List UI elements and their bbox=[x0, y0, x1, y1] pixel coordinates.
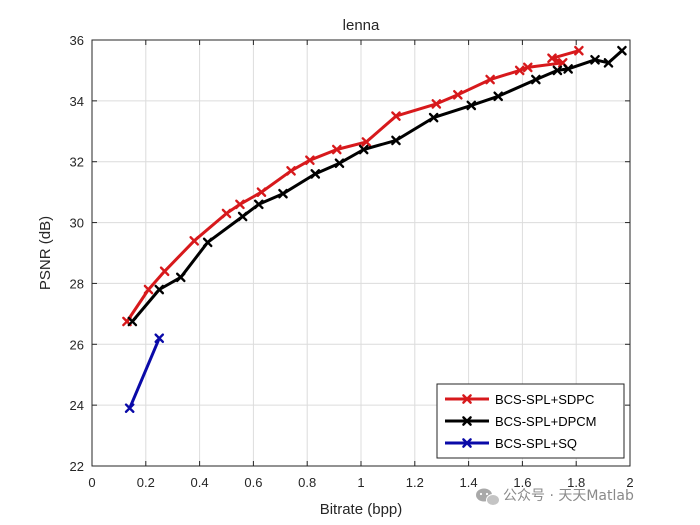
axis-ticks bbox=[91, 39, 631, 467]
x-tick-label: 1.8 bbox=[567, 475, 585, 490]
legend-label: BCS-SPL+SQ bbox=[495, 436, 577, 451]
data-point bbox=[154, 284, 165, 295]
data-point bbox=[221, 208, 232, 219]
legend-marker bbox=[462, 416, 472, 426]
x-tick-label: 1.4 bbox=[460, 475, 478, 490]
data-point bbox=[256, 187, 267, 197]
x-tick-label: 2 bbox=[626, 475, 633, 490]
x-tick-label: 1.2 bbox=[406, 475, 424, 490]
series-bcs-spl-sdpc bbox=[122, 45, 584, 327]
data-point bbox=[563, 64, 573, 74]
data-point bbox=[522, 62, 533, 73]
chart-title: lenna bbox=[343, 17, 380, 34]
x-tick-label: 1.6 bbox=[513, 475, 531, 490]
data-point bbox=[334, 158, 345, 169]
x-tick-label: 0.8 bbox=[298, 475, 316, 490]
legend-marker bbox=[462, 394, 472, 404]
x-tick-label: 0.6 bbox=[244, 475, 262, 490]
data-point bbox=[159, 266, 170, 277]
data-point bbox=[617, 45, 627, 56]
series-bcs-spl-dpcm bbox=[127, 45, 627, 327]
data-point bbox=[189, 236, 200, 246]
data-point bbox=[493, 91, 503, 102]
series-line bbox=[128, 337, 161, 409]
legend-marker bbox=[462, 438, 472, 448]
data-point bbox=[428, 112, 439, 123]
data-point bbox=[278, 188, 288, 199]
data-point bbox=[358, 144, 369, 155]
data-point bbox=[531, 74, 541, 85]
data-point bbox=[514, 65, 525, 76]
data-point bbox=[431, 99, 442, 109]
legend-item: BCS-SPL+DPCM bbox=[445, 414, 597, 429]
series-layer bbox=[122, 45, 627, 413]
wechat-icon bbox=[476, 488, 500, 506]
data-point bbox=[590, 54, 600, 65]
data-point bbox=[124, 403, 135, 413]
data-point bbox=[202, 237, 213, 248]
data-point bbox=[453, 89, 463, 100]
data-point bbox=[235, 199, 245, 210]
legend-item: BCS-SPL+SDPC bbox=[445, 392, 594, 407]
legend-label: BCS-SPL+SDPC bbox=[495, 392, 594, 407]
series-bcs-spl-sq bbox=[124, 333, 165, 413]
data-point bbox=[286, 166, 296, 176]
legend-label: BCS-SPL+DPCM bbox=[495, 414, 597, 429]
data-point bbox=[391, 135, 401, 146]
data-point bbox=[574, 45, 584, 56]
x-axis-label: Bitrate (bpp) bbox=[320, 501, 403, 518]
data-point bbox=[127, 316, 138, 327]
y-tick-label: 24 bbox=[70, 398, 84, 413]
watermark-text: 公众号 · 天天Matlab bbox=[503, 488, 634, 504]
data-point bbox=[603, 58, 614, 68]
legend-item: BCS-SPL+SQ bbox=[445, 436, 577, 451]
x-tick-label: 0 bbox=[88, 475, 95, 490]
watermark: 公众号 · 天天Matlab bbox=[476, 488, 634, 506]
data-point bbox=[331, 144, 342, 155]
y-tick-label: 28 bbox=[70, 276, 84, 291]
data-point bbox=[391, 111, 401, 121]
data-point bbox=[485, 74, 495, 85]
x-tick-label: 0.4 bbox=[191, 475, 209, 490]
data-point bbox=[466, 100, 477, 111]
data-point bbox=[361, 137, 372, 147]
x-tick-label: 0.2 bbox=[137, 475, 155, 490]
data-point bbox=[237, 211, 248, 222]
data-point bbox=[552, 65, 563, 76]
data-point bbox=[310, 169, 321, 179]
data-point bbox=[253, 199, 264, 210]
y-tick-label: 32 bbox=[70, 155, 84, 170]
x-tick-label: 1 bbox=[357, 475, 364, 490]
data-point bbox=[143, 284, 154, 295]
tick-labels: 0 0.2 0.4 0.6 0.8 1 1.2 1.4 1.6 1.8 22224262830323… bbox=[70, 33, 634, 490]
data-point bbox=[175, 272, 186, 283]
y-tick-label: 26 bbox=[70, 337, 84, 352]
data-point bbox=[154, 333, 165, 343]
y-axis-label: PSNR (dB) bbox=[37, 216, 54, 290]
y-tick-label: 30 bbox=[70, 216, 84, 231]
y-tick-label: 22 bbox=[70, 459, 84, 474]
y-tick-label: 36 bbox=[70, 33, 84, 48]
data-point bbox=[305, 155, 315, 165]
y-tick-label: 34 bbox=[70, 94, 84, 109]
legend: BCS-SPL+SDPC BCS-SPL+DPCM BCS-SPL+SQ bbox=[436, 383, 625, 459]
data-point bbox=[547, 53, 557, 64]
